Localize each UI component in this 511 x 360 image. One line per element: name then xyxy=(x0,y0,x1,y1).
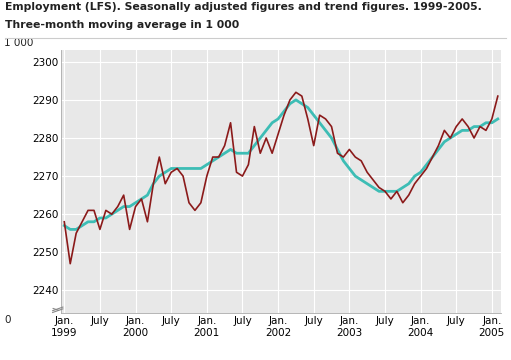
Text: Three-month moving average in 1 000: Three-month moving average in 1 000 xyxy=(5,20,239,30)
Text: Employment (LFS). Seasonally adjusted figures and trend figures. 1999-2005.: Employment (LFS). Seasonally adjusted fi… xyxy=(5,2,482,12)
Text: 0: 0 xyxy=(4,315,11,324)
Text: 1 000: 1 000 xyxy=(4,38,34,48)
